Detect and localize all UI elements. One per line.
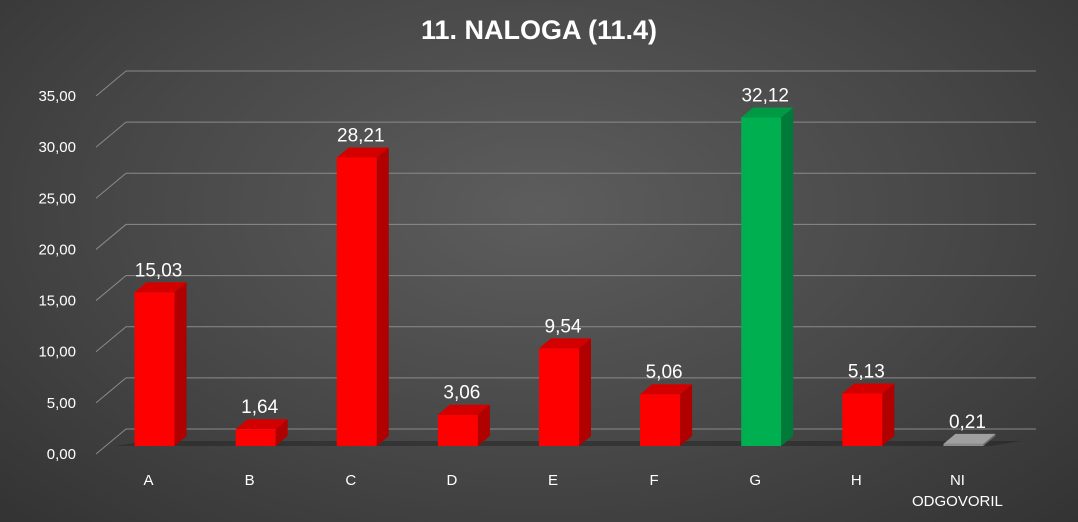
x-tick-label: NI ODGOVORIL [912, 472, 1003, 510]
x-tick-label: F [650, 472, 659, 489]
x-tick-label-line: NI [950, 472, 965, 489]
chart-title: 11. NALOGA (11.4) [421, 15, 657, 45]
gridlines [95, 70, 1036, 455]
y-tick-label: 5,00 [47, 395, 76, 412]
y-tick-label: 0,00 [47, 446, 76, 463]
x-tick-label: E [548, 472, 558, 489]
y-tick-label: 20,00 [38, 241, 76, 258]
y-tick-label: 25,00 [38, 190, 76, 207]
x-tick-label: D [446, 472, 457, 489]
bar [134, 282, 187, 446]
bar-side [275, 419, 288, 446]
bar-front [539, 348, 579, 446]
y-tick-label: 10,00 [38, 344, 76, 361]
bar-front [437, 414, 478, 446]
gridline [95, 121, 1036, 148]
gridline [95, 428, 1036, 455]
gridline [95, 223, 1036, 250]
bar-top [741, 107, 794, 118]
bar-front [741, 117, 782, 446]
bar-top [235, 419, 288, 430]
bar-front [842, 393, 883, 446]
x-tick-label: A [144, 472, 154, 489]
x-tick-label-line: ODGOVORIL [912, 493, 1003, 510]
x-tick-label: C [345, 472, 356, 489]
bar-front [134, 292, 175, 446]
bars [134, 107, 996, 446]
bar-top [640, 384, 693, 395]
bar [640, 384, 693, 446]
bar-front [336, 157, 377, 446]
bar-side [174, 282, 187, 446]
bar-top [842, 383, 895, 394]
x-tick-label: G [749, 472, 761, 489]
bar-side [579, 338, 591, 446]
y-tick-label: 30,00 [38, 139, 76, 156]
gridline [95, 275, 1036, 301]
bar-front [943, 443, 984, 446]
gridline [95, 377, 1036, 404]
bar-top [134, 282, 187, 293]
data-label: 15,03 [135, 260, 183, 281]
gridline [95, 326, 1036, 353]
bar [437, 404, 490, 446]
gridline [95, 70, 1036, 97]
data-label: 32,12 [741, 85, 789, 106]
bar-side [477, 404, 490, 446]
data-label: 1,64 [241, 397, 278, 418]
bar-top [943, 433, 996, 444]
bar-top [336, 147, 389, 158]
bar-side [882, 383, 895, 446]
bar-front [640, 394, 681, 446]
bar-side [376, 147, 389, 446]
y-tick-label: 15,00 [38, 293, 76, 310]
data-label: 28,21 [337, 125, 385, 146]
y-tick-label: 35,00 [38, 88, 76, 105]
bar-top [539, 338, 591, 349]
bar-top [437, 404, 490, 415]
bar-front [235, 429, 276, 446]
bar [842, 383, 895, 446]
data-label: 0,21 [949, 412, 986, 433]
gridline [95, 172, 1036, 199]
x-tick-label: H [851, 472, 862, 489]
data-label: 9,54 [545, 316, 582, 337]
bar-side [983, 433, 996, 446]
data-label: 3,06 [443, 383, 480, 404]
bar [943, 433, 996, 446]
bar [741, 107, 794, 446]
data-label: 5,13 [848, 362, 885, 383]
bar-side [680, 384, 693, 446]
bar [336, 147, 389, 446]
x-tick-label: B [245, 472, 255, 489]
bar-side [781, 107, 794, 446]
bar [235, 419, 288, 446]
data-label: 5,06 [646, 362, 683, 383]
bar [539, 338, 591, 446]
